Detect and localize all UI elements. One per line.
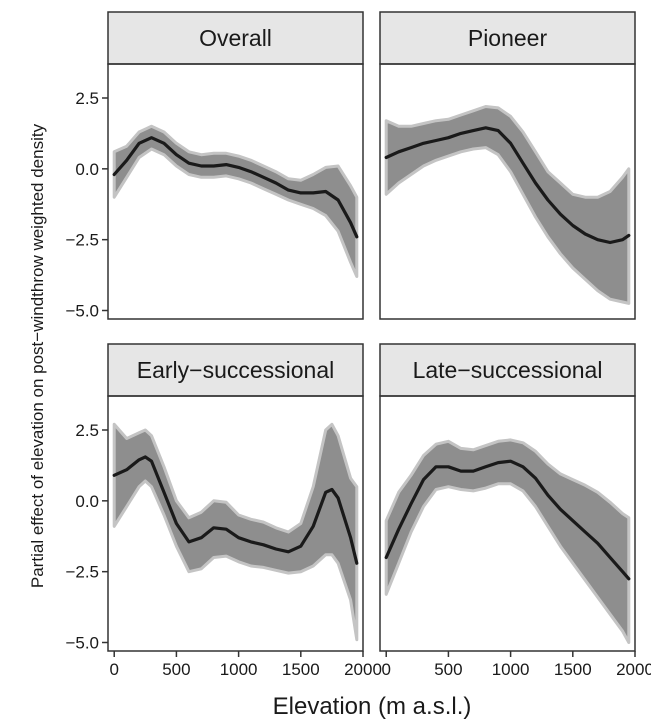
y-axis-title: Partial effect of elevation on post−wind… [28, 123, 47, 588]
y-tick-label: 2.5 [75, 421, 99, 440]
confidence-band [384, 438, 631, 644]
y-tick-label: −2.5 [65, 563, 99, 582]
x-tick-label: 2000 [344, 660, 382, 679]
partial-effect-line [112, 455, 359, 565]
partial-effect-line [384, 126, 631, 245]
facet-title: Early−successional [137, 357, 335, 383]
y-tick-label: −5.0 [65, 634, 99, 653]
panel-border [107, 63, 364, 320]
facet-title: Overall [199, 25, 272, 51]
y-tick-label: 0.0 [75, 160, 99, 179]
partial-effect-line [384, 459, 631, 581]
facet-strip [107, 11, 364, 65]
x-tick-label: 2000 [616, 660, 651, 679]
facet-title: Pioneer [468, 25, 548, 51]
confidence-band [112, 422, 359, 642]
facet-panel-1: Pioneer [379, 11, 636, 320]
facet-panel-3: Late−successional 0 500 1000 1500 2000 [379, 343, 651, 679]
facet-strip [379, 343, 636, 397]
panel-border [379, 395, 636, 652]
facet-panel-0: Overall −5.0 −2.5 0.0 2.5 [65, 11, 364, 321]
x-tick-label: 1000 [492, 660, 530, 679]
x-tick-label: 0 [109, 660, 118, 679]
facet-title: Late−successional [413, 357, 603, 383]
y-tick-label: 2.5 [75, 89, 99, 108]
x-tick-label: 500 [434, 660, 462, 679]
x-tick-label: 1500 [554, 660, 592, 679]
facet-panel-2: Early−successional −5.0 −2.5 0.0 2.5 0 500 1000… [65, 343, 382, 679]
facet-strip [379, 11, 636, 65]
y-tick-label: −5.0 [65, 302, 99, 321]
x-tick-label: 500 [162, 660, 190, 679]
x-tick-label: 0 [381, 660, 390, 679]
y-tick-label: 0.0 [75, 492, 99, 511]
y-tick-label: −2.5 [65, 231, 99, 250]
confidence-band [384, 105, 631, 305]
panel-border [379, 63, 636, 320]
x-tick-label: 1000 [220, 660, 258, 679]
panel-border [107, 395, 364, 652]
confidence-band [112, 124, 359, 278]
x-axis-title: Elevation (m a.s.l.) [273, 693, 472, 720]
partial-effect-line [112, 136, 359, 239]
x-tick-label: 1500 [282, 660, 320, 679]
